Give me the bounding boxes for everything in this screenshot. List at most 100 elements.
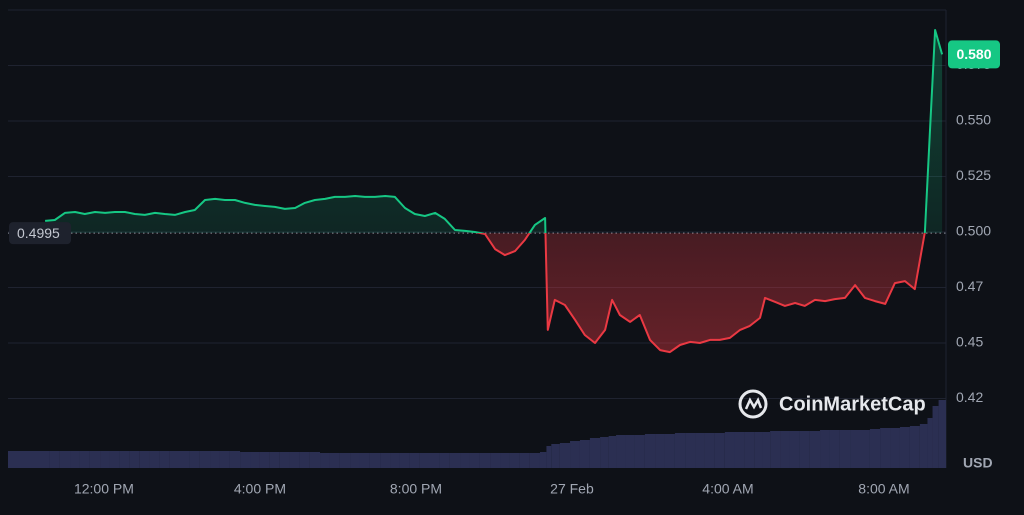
volume-bar (655, 434, 665, 468)
volume-bar (932, 406, 939, 468)
volume-bar (919, 424, 928, 468)
volume-bar (909, 426, 920, 468)
volume-bar (546, 446, 552, 468)
volume-bar (551, 444, 560, 468)
price-line-down (475, 233, 926, 354)
volume-bar (927, 418, 933, 468)
volume-bar (59, 451, 71, 468)
volume-bar (320, 453, 330, 468)
brand-logo: CoinMarketCap (738, 389, 926, 419)
currency-label: USD (963, 455, 993, 471)
volume-bar (369, 453, 381, 468)
volume-bar (449, 453, 461, 468)
volume-bar (100, 451, 110, 468)
volume-bar (704, 433, 715, 468)
volume-bar (79, 451, 90, 468)
volume-bar (770, 431, 781, 468)
volume-bar (509, 453, 520, 468)
y-tick-label: 0.45 (956, 334, 983, 350)
volume-bar (799, 431, 810, 468)
volume-bar (279, 452, 290, 468)
price-line-up (45, 29, 944, 234)
volume-bar (869, 429, 881, 468)
volume-bar (109, 451, 120, 468)
volume-bar (409, 453, 420, 468)
price-label: 0.580 (956, 46, 991, 62)
volume-bar (399, 453, 410, 468)
volume-bar (829, 430, 840, 468)
volume-bar (469, 453, 480, 468)
volume-bar (139, 451, 150, 468)
volume-bar (439, 453, 450, 468)
volume-bar (850, 430, 861, 468)
baseline-label-box (9, 222, 71, 245)
y-tick-label: 0.500 (956, 223, 991, 239)
volume-bar (329, 453, 340, 468)
volume-bar (149, 451, 160, 468)
volume-bar (380, 453, 391, 468)
volume-bar (754, 432, 763, 468)
volume-bar (8, 451, 50, 468)
areas (45, 30, 943, 353)
volume-bar (229, 451, 241, 468)
volume-bar (179, 451, 190, 468)
volume-bar (199, 451, 211, 468)
volume-bar (479, 453, 491, 468)
volume-bar (685, 433, 696, 468)
volume-bar (714, 433, 725, 468)
volume-bar (938, 400, 946, 468)
volume-bar (350, 453, 360, 468)
volume-bar (809, 431, 821, 468)
volume-bar (240, 452, 251, 468)
volume-bar (250, 452, 260, 468)
y-tick-label: 0.550 (956, 112, 991, 128)
volume-bar (734, 432, 745, 468)
logo-icon (738, 389, 768, 419)
volume-bar (579, 440, 590, 468)
volume-bar (634, 435, 645, 468)
volume-bar (608, 436, 617, 468)
volume-bar (89, 451, 101, 468)
volume-bar (519, 453, 530, 468)
volume-bar (600, 437, 609, 468)
volume-bar (309, 452, 321, 468)
y-tick-label: 0.47 (956, 278, 983, 294)
x-tick-label: 4:00 PM (234, 481, 286, 497)
volume-bar (780, 431, 790, 468)
volume-bar (860, 430, 870, 468)
volume-bar (880, 428, 891, 468)
volume-bar (589, 438, 601, 468)
volume-bar (744, 432, 755, 468)
x-tick-label: 12:00 PM (74, 481, 134, 497)
volume-bar (119, 451, 130, 468)
volume-bar (70, 451, 80, 468)
volume-bar (625, 435, 635, 468)
volume-bar (430, 453, 440, 468)
volume-bar (169, 451, 180, 468)
volume-bar (762, 432, 771, 468)
volume-bars (8, 400, 946, 468)
volume-bar (570, 441, 580, 468)
volume-bar (159, 451, 170, 468)
area-down (45, 233, 943, 353)
volume-bar (49, 451, 60, 468)
volume-bar (559, 443, 571, 468)
volume-bar (695, 433, 705, 468)
y-tick-label: 0.42 (956, 389, 983, 405)
y-tick-label: 0.525 (956, 167, 991, 183)
volume-bar (219, 451, 230, 468)
volume-bar (390, 453, 400, 468)
volume-bar (674, 433, 686, 468)
volume-bar (189, 451, 200, 468)
volume-bar (460, 453, 470, 468)
volume-bar (839, 430, 851, 468)
volume-bar (820, 430, 830, 468)
volume-bar (789, 431, 800, 468)
volume-bar (529, 453, 540, 468)
x-tick-label: 27 Feb (550, 481, 594, 497)
volume-bar (210, 451, 220, 468)
brand-name: CoinMarketCap (779, 393, 926, 415)
x-tick-label: 4:00 AM (702, 481, 753, 497)
